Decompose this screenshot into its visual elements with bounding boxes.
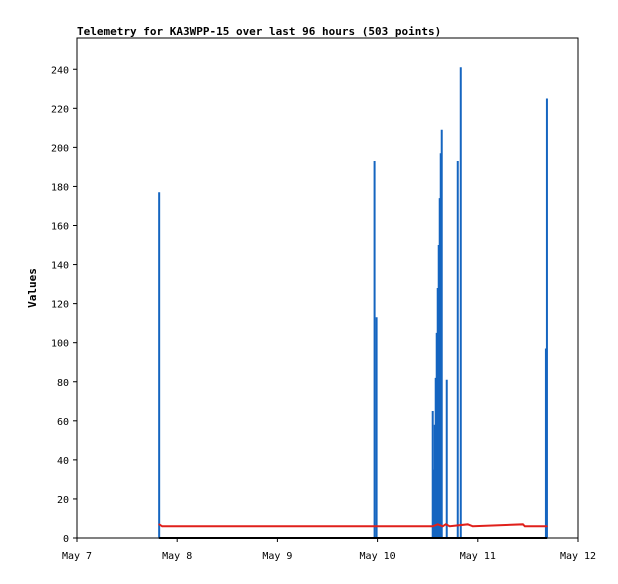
data-point bbox=[471, 525, 474, 528]
y-tick-label: 40 bbox=[57, 456, 69, 467]
series-layer bbox=[158, 67, 548, 539]
x-tick-label: May 10 bbox=[360, 551, 396, 562]
y-tick-label: 160 bbox=[51, 222, 69, 233]
data-point bbox=[466, 523, 469, 526]
data-point bbox=[441, 525, 444, 528]
y-tick-label: 100 bbox=[51, 339, 69, 350]
y-tick-label: 200 bbox=[51, 143, 69, 154]
y-tick-label: 20 bbox=[57, 495, 69, 506]
y-tick-label: 120 bbox=[51, 300, 69, 311]
y-tick-label: 140 bbox=[51, 261, 69, 272]
data-point bbox=[546, 537, 548, 539]
y-tick-label: 0 bbox=[63, 534, 69, 545]
y-tick-label: 220 bbox=[51, 104, 69, 115]
data-point bbox=[158, 537, 160, 539]
data-point bbox=[524, 525, 526, 528]
plot-area-frame bbox=[76, 37, 579, 539]
series-line-2 bbox=[158, 523, 547, 528]
data-point bbox=[158, 523, 160, 526]
data-point bbox=[431, 525, 434, 528]
y-tick-label: 240 bbox=[51, 65, 69, 76]
chart-title: Telemetry for KA3WPP-15 over last 96 hou… bbox=[77, 25, 441, 38]
axes-layer: 0 20 40 60 80 100 120 140 160 180 200 220 240 May 7 Ma… bbox=[51, 65, 596, 562]
data-point bbox=[161, 525, 163, 528]
data-point bbox=[448, 525, 451, 528]
x-tick-label: May 9 bbox=[262, 551, 292, 562]
data-point bbox=[546, 525, 548, 528]
data-point bbox=[522, 523, 524, 526]
y-tick-label: 60 bbox=[57, 417, 69, 428]
y-tick-label: 180 bbox=[51, 182, 69, 193]
x-tick-label: May 7 bbox=[62, 551, 92, 562]
y-tick-label: 80 bbox=[57, 378, 69, 389]
x-tick-label: May 12 bbox=[560, 551, 596, 562]
y-axis-label: Values bbox=[26, 268, 39, 308]
x-tick-label: May 8 bbox=[162, 551, 192, 562]
data-point bbox=[444, 523, 447, 526]
data-point bbox=[436, 523, 439, 526]
x-tick-label: May 11 bbox=[460, 551, 496, 562]
